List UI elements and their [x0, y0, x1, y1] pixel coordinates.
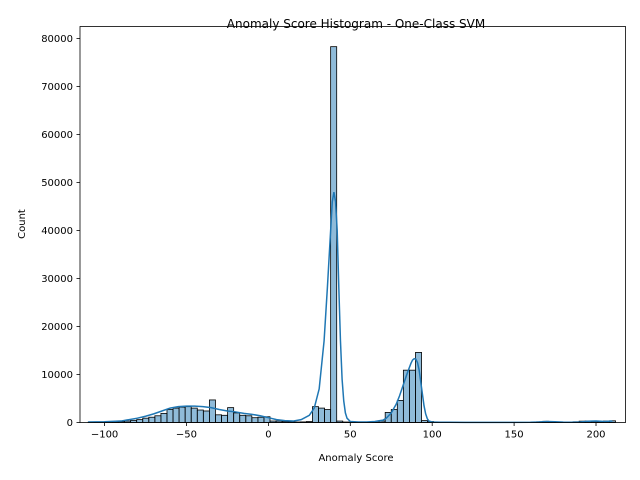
x-tick-label: 0: [265, 430, 271, 441]
histogram-bar: [245, 415, 253, 423]
histogram-bar: [330, 46, 338, 423]
histogram-bar: [396, 400, 404, 423]
y-tick-label: 70000: [41, 82, 73, 93]
histogram-bar: [251, 417, 259, 423]
histogram-bar: [142, 417, 150, 423]
histogram-bar: [160, 412, 168, 423]
histogram-bar: [402, 369, 410, 423]
x-axis-label: Anomaly Score: [318, 453, 393, 464]
histogram-bar: [209, 399, 216, 423]
histogram-bar: [172, 407, 180, 423]
histogram-bar: [415, 352, 422, 423]
y-tick-label: 40000: [41, 226, 73, 237]
chart-title: Anomaly Score Histogram - One-Class SVM: [227, 17, 485, 31]
axes-frame: [79, 26, 626, 423]
histogram-bar: [148, 416, 156, 423]
y-tick-label: 30000: [41, 274, 73, 285]
histogram-bar: [136, 419, 144, 423]
y-tick-label: 20000: [41, 322, 73, 333]
x-tick-label: 100: [423, 430, 442, 441]
x-axis-ticks: −100 −50 0 50 100 150 200: [91, 422, 606, 441]
y-tick-label: 60000: [41, 130, 73, 141]
histogram-bar: [409, 369, 416, 423]
x-tick-label: −50: [176, 430, 197, 441]
histogram-bar: [318, 407, 325, 423]
x-tick-label: −100: [91, 430, 118, 441]
histogram-bar: [324, 409, 332, 423]
histogram-bar: [215, 414, 222, 423]
y-tick-label: 50000: [41, 178, 73, 189]
histogram-bar: [233, 412, 241, 423]
y-axis-label: Count: [17, 209, 28, 239]
histogram-bar: [257, 416, 265, 423]
y-tick-label: 0: [67, 418, 73, 429]
histogram-bar: [166, 409, 174, 423]
y-axis-ticks: 0 10000 20000 30000 40000 50000 60000 70000 8000…: [41, 34, 80, 429]
y-tick-label: 80000: [41, 34, 73, 45]
histogram-bar: [154, 415, 162, 423]
histogram-bar: [190, 407, 198, 423]
histogram-bar: [196, 409, 204, 423]
histogram-bar: [178, 406, 186, 423]
y-tick-label: 10000: [41, 370, 73, 381]
x-tick-label: 150: [505, 430, 524, 441]
histogram-bar: [221, 414, 228, 423]
x-tick-label: 200: [586, 430, 605, 441]
x-tick-label: 50: [344, 430, 357, 441]
histogram-bar: [184, 406, 192, 423]
histogram-bar: [239, 414, 247, 423]
histogram-bar: [227, 407, 235, 423]
histogram-bar: [202, 410, 210, 423]
